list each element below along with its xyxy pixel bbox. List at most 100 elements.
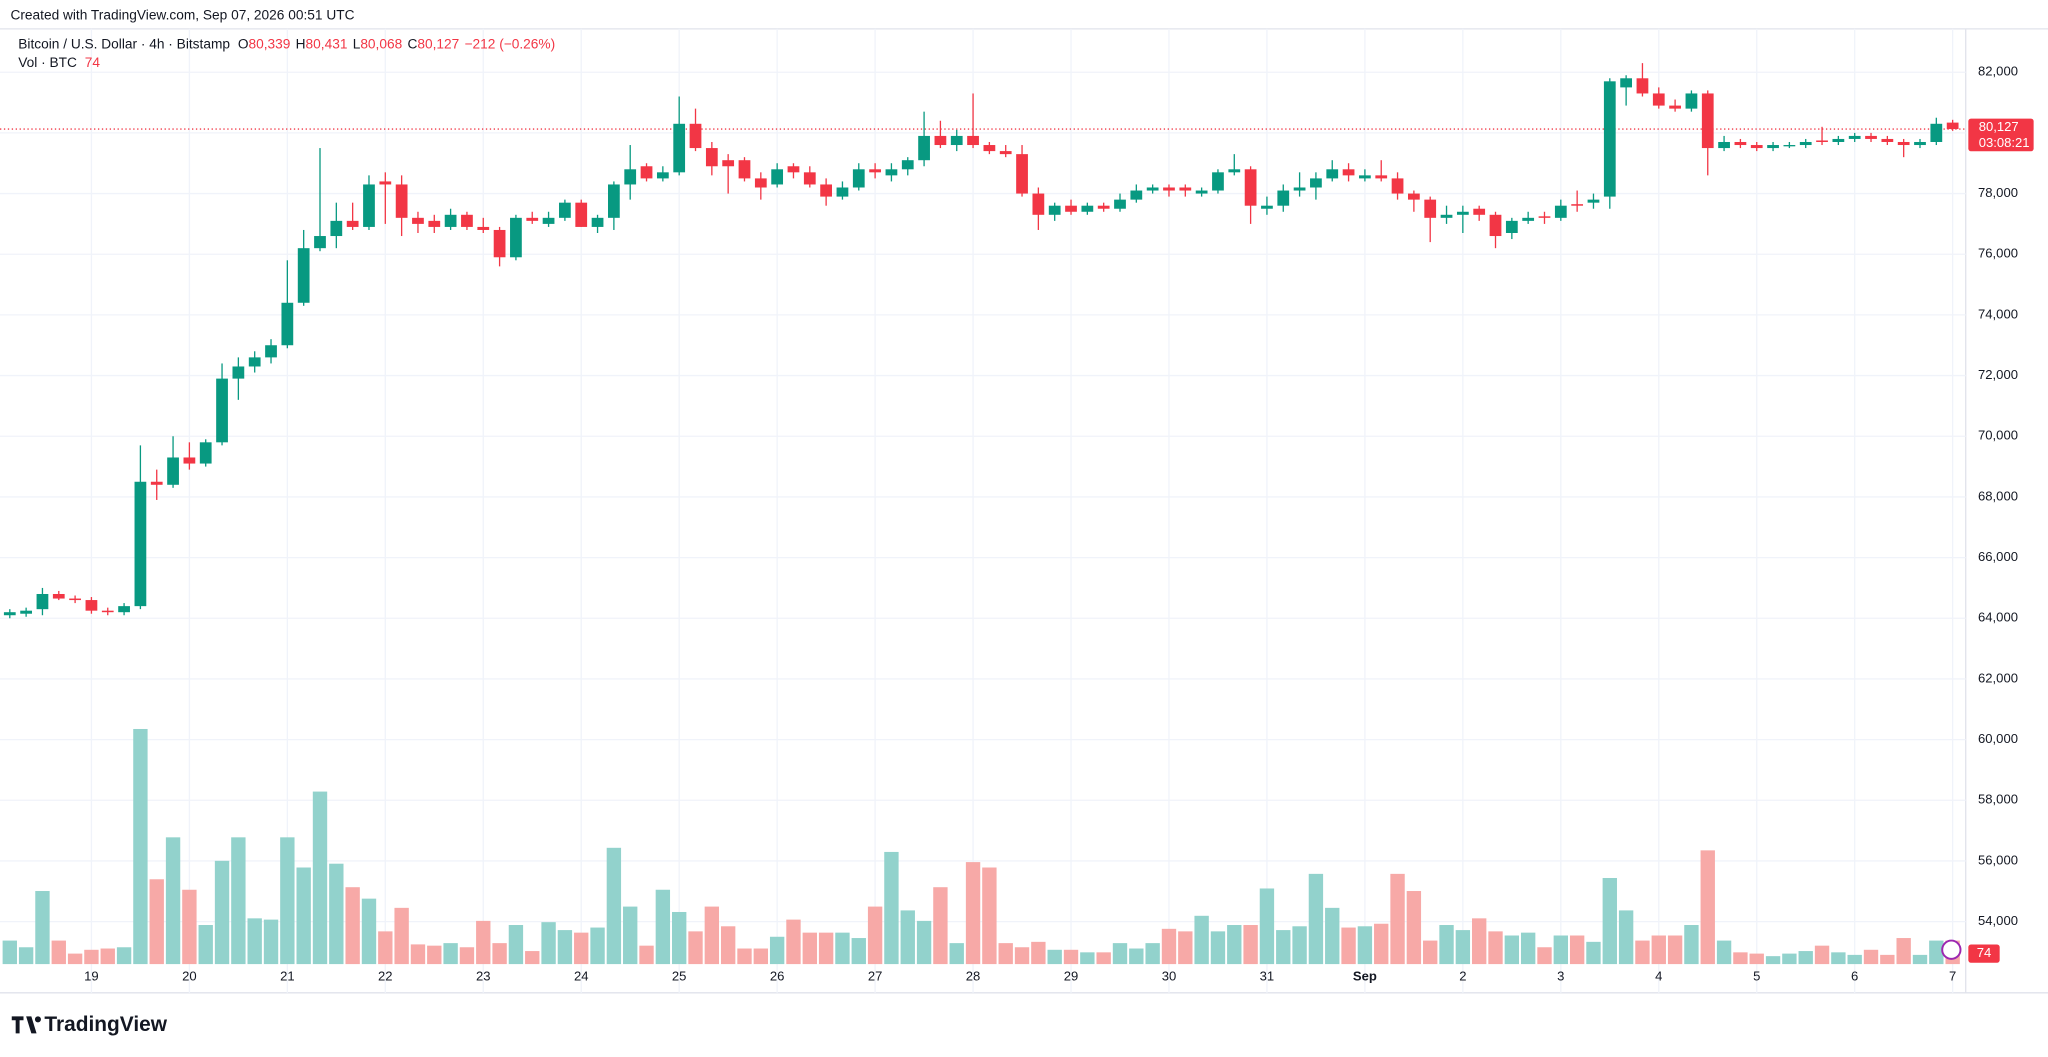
volume-bar: [296, 867, 311, 965]
y-tick-label: 58,000: [1978, 792, 2018, 807]
candle-body: [689, 123, 702, 149]
volume-bar: [1063, 949, 1079, 965]
volume-bar: [867, 906, 883, 965]
volume-bar: [639, 945, 654, 965]
volume-bar: [67, 953, 83, 965]
volume-bar: [361, 898, 377, 965]
candle-body: [1146, 187, 1159, 191]
candle-body: [1946, 122, 1959, 130]
volume-bar: [574, 932, 589, 965]
candle-body: [885, 169, 898, 176]
y-tick-label: 74,000: [1978, 306, 2018, 321]
candle-body: [216, 378, 228, 443]
candle-body: [1440, 214, 1453, 218]
candle-body: [1130, 190, 1143, 200]
x-tick-label: 25: [672, 969, 687, 984]
candle-body: [1326, 169, 1339, 179]
volume-bar: [198, 925, 213, 965]
volume-bar: [704, 906, 720, 965]
candle-body: [803, 172, 816, 185]
volume-value: 74: [85, 54, 101, 69]
candle-body: [1179, 187, 1192, 191]
volume-bar: [1390, 873, 1405, 965]
candle-body: [346, 220, 359, 227]
volume-bar: [1292, 926, 1307, 965]
candle-body: [1522, 217, 1535, 221]
candle-body: [1930, 123, 1943, 142]
candle-body: [1065, 205, 1077, 212]
candle-body: [1734, 141, 1747, 146]
candle-body: [1571, 204, 1584, 206]
candle-body: [1848, 135, 1861, 139]
volume-bar: [1684, 925, 1699, 965]
candle-body: [1408, 193, 1420, 200]
candle-body: [901, 160, 914, 170]
candle-body: [999, 151, 1012, 155]
candle-body: [461, 214, 473, 227]
volume-label: 74: [1977, 945, 1992, 960]
volume-bar: [1161, 928, 1177, 965]
volume-bar: [1357, 926, 1373, 965]
volume-bar: [329, 863, 344, 965]
candle-body: [967, 135, 979, 146]
x-tick-label: 27: [868, 969, 883, 984]
countdown: 03:08:21: [1979, 135, 2030, 150]
x-tick-label: 28: [966, 969, 981, 984]
volume-bar: [51, 940, 66, 965]
candle-body: [167, 457, 179, 485]
x-tick-label: 20: [182, 969, 197, 984]
volume-bar: [345, 887, 360, 965]
candle-body: [1424, 199, 1437, 218]
volume-bar: [655, 889, 671, 965]
candle-body: [1669, 105, 1681, 109]
x-tick-label: 2: [1459, 969, 1466, 984]
candle-body: [1767, 145, 1779, 149]
volume-bar: [1798, 951, 1813, 965]
brand: TradingView: [44, 1013, 167, 1036]
candle-body: [559, 202, 571, 218]
created-note: Created with TradingView.com, Sep 07, 20…: [10, 7, 354, 22]
candle-body: [754, 178, 767, 188]
price-label-box: [1968, 118, 2034, 152]
candle-body: [1489, 214, 1502, 237]
volume-bar: [1504, 935, 1520, 965]
candle-body: [1685, 93, 1698, 109]
x-tick-label: 7: [1949, 969, 1956, 984]
candle-body: [1914, 141, 1926, 146]
volume-bar: [1488, 931, 1503, 965]
candle-body: [85, 600, 98, 611]
volume-bar: [1651, 935, 1666, 965]
volume-bar: [1374, 923, 1389, 965]
x-tick-label: 19: [84, 969, 99, 984]
candle-body: [673, 123, 686, 173]
candle-body: [1310, 178, 1322, 188]
volume-bar: [35, 891, 50, 965]
candle-body: [983, 145, 996, 152]
volume-bar: [1831, 952, 1846, 965]
candle-body: [738, 160, 751, 179]
y-tick-label: 76,000: [1978, 246, 2018, 261]
volume-bar: [1847, 954, 1862, 965]
volume-label-box: [1968, 944, 2000, 963]
x-tick-label: 29: [1064, 969, 1079, 984]
candle-body: [1163, 187, 1175, 191]
c-value: 80,127: [417, 36, 459, 51]
l-label: L: [353, 36, 361, 51]
candle-body: [69, 598, 81, 601]
x-tick-label: 21: [280, 969, 295, 984]
candle-body: [1865, 135, 1877, 139]
volume-bar: [753, 948, 768, 965]
volume-bar: [410, 944, 426, 965]
candle-body: [412, 217, 424, 224]
candle-body: [134, 481, 147, 607]
candle-body: [1701, 93, 1714, 149]
candle-body: [1505, 220, 1518, 234]
x-tick-label: 26: [770, 969, 785, 984]
candle-body: [624, 169, 637, 185]
candle-body: [1293, 187, 1306, 191]
candle-body: [232, 366, 245, 379]
candle-body: [542, 217, 555, 224]
volume-bar: [2, 940, 17, 965]
candle-body: [869, 169, 881, 173]
volume-bar: [1031, 941, 1046, 965]
